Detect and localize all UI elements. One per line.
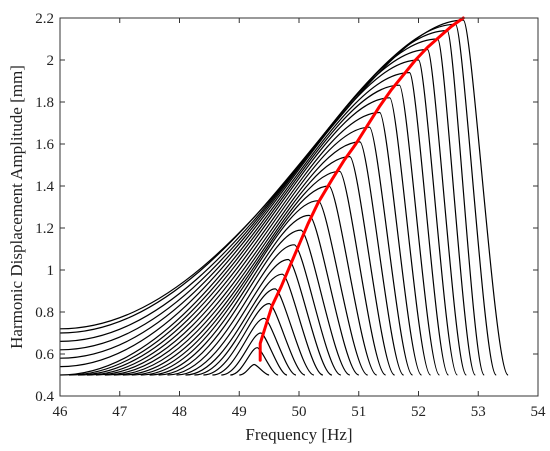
- response-curve-23: [59, 48, 467, 376]
- x-tick-label: 52: [411, 404, 426, 420]
- response-curve-20: [68, 84, 440, 376]
- x-tick-label: 54: [531, 404, 547, 420]
- response-curve-5: [203, 302, 306, 376]
- y-tick-label: 0.4: [35, 389, 54, 405]
- response-curve-9: [167, 244, 342, 376]
- y-tick-label: 1: [47, 263, 55, 279]
- x-tick-label: 46: [53, 404, 69, 420]
- x-axis-ticks: 46 47 48 49 50 51 52 53 54: [53, 18, 547, 420]
- frequency-response-curves: [59, 19, 509, 376]
- y-axis-label: Harmonic Displacement Amplitude [mm]: [7, 65, 26, 349]
- response-curve-18: [86, 111, 423, 376]
- y-tick-label: 0.8: [35, 305, 54, 321]
- x-axis-label: Frequency [Hz]: [245, 425, 352, 444]
- response-curve-2: [230, 347, 279, 376]
- response-curve-19: [77, 97, 432, 376]
- y-tick-label: 1.6: [35, 137, 54, 153]
- y-tick-label: 2.2: [35, 11, 54, 27]
- x-tick-label: 51: [351, 404, 366, 420]
- response-curve-16: [104, 141, 405, 376]
- y-tick-label: 0.6: [35, 347, 54, 363]
- response-curve-10: [158, 229, 351, 376]
- response-curve-7: [185, 273, 324, 376]
- response-curve-8: [176, 258, 333, 376]
- backbone-line: [258, 16, 465, 362]
- y-tick-label: 1.4: [35, 179, 54, 195]
- y-tick-label: 1.2: [35, 221, 54, 237]
- response-curve-6: [194, 288, 315, 376]
- y-tick-label: 1.8: [35, 95, 54, 111]
- x-tick-label: 49: [232, 404, 247, 420]
- response-curve-1: [239, 363, 270, 376]
- y-axis-ticks: 0.4 0.6 0.8 1 1.2 1.4 1.6 1.8 2 2.2: [35, 11, 538, 405]
- x-tick-label: 48: [172, 404, 187, 420]
- response-curve-4: [212, 317, 297, 376]
- response-curve-21: [59, 71, 449, 376]
- response-curve-11: [149, 214, 360, 376]
- response-curve-14: [122, 170, 387, 376]
- response-curve-3: [221, 332, 288, 376]
- x-tick-label: 50: [292, 404, 307, 420]
- response-curve-27: [59, 19, 509, 376]
- y-tick-label: 2: [47, 53, 55, 69]
- response-curve-15: [113, 155, 396, 376]
- response-curve-24: [59, 38, 476, 376]
- backbone-curve: [258, 16, 465, 362]
- response-curve-25: [59, 29, 485, 376]
- response-curve-22: [59, 59, 458, 376]
- response-curve-17: [95, 126, 414, 376]
- response-curve-13: [131, 185, 378, 376]
- x-tick-label: 53: [471, 404, 486, 420]
- plot-background: [60, 18, 538, 396]
- response-curve-26: [59, 23, 497, 376]
- x-tick-label: 47: [112, 404, 128, 420]
- response-curve-12: [140, 200, 369, 376]
